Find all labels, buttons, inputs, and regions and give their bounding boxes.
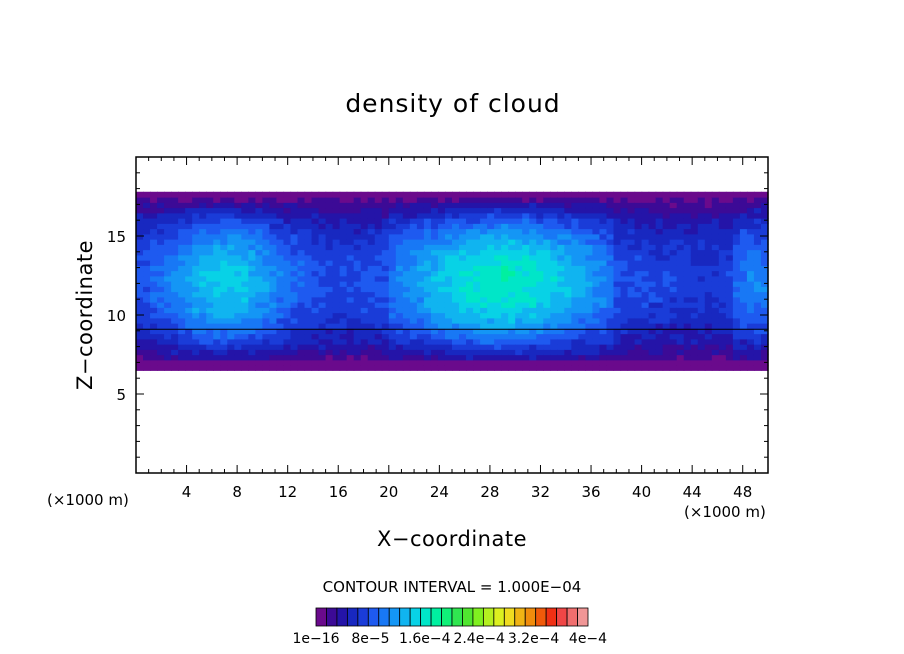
colorbar-swatch (378, 607, 390, 627)
colorbar-swatch (482, 607, 495, 627)
y-tick-label: 5 (116, 386, 126, 404)
colorbar-swatch (399, 607, 411, 627)
colorbar-tick-label: 4e−4 (569, 631, 607, 647)
colorbar-swatch (441, 607, 453, 627)
colorbar-swatch (472, 607, 484, 627)
x-tick-label: 4 (182, 483, 192, 501)
colorbar-swatch (503, 607, 516, 627)
colorbar-swatch (357, 607, 369, 627)
x-tick-label: 36 (581, 483, 600, 501)
colorbar-swatch (409, 607, 422, 627)
colorbar-swatch (535, 607, 547, 627)
x-tick-label: 16 (329, 483, 348, 501)
x-tick-label: 40 (632, 483, 651, 501)
colorbar-swatch (451, 607, 463, 627)
colorbar-swatch (336, 607, 348, 627)
colorbar-swatch (514, 607, 526, 627)
x-tick-label: 28 (480, 483, 499, 501)
y-tick-label: 15 (107, 228, 126, 246)
x-tick-label: 32 (531, 483, 550, 501)
plot-area (136, 191, 769, 371)
colorbar-swatch (524, 607, 537, 627)
x-tick-label: 24 (430, 483, 449, 501)
colorbar-swatch (420, 607, 432, 627)
colorbar-swatch (326, 607, 338, 627)
y-axis-label: Z−coordinate (73, 240, 97, 390)
colorbar-swatch (462, 607, 474, 627)
x-axis: 4 8 12 16 20 24 28 32 36 40 44 48 (148, 157, 756, 501)
y-axis-unit: (×1000 m) (47, 491, 129, 509)
x-tick-label: 48 (733, 483, 752, 501)
colorbar-swatch (566, 607, 578, 627)
colorbar-tick-label: 8e−5 (351, 631, 389, 647)
colorbar-tick-label: 2.4e−4 (453, 631, 505, 647)
x-tick-label: 8 (232, 483, 242, 501)
colorbar-swatch (430, 607, 442, 627)
colorbar-swatch (367, 607, 380, 627)
colorbar-tick-label: 3.2e−4 (508, 631, 560, 647)
x-tick-label: 12 (278, 483, 297, 501)
y-tick-label: 10 (107, 307, 126, 325)
y-axis: 5 10 15 (107, 172, 768, 458)
colorbar-swatch (545, 607, 558, 627)
x-tick-label: 44 (683, 483, 702, 501)
contour-interval-label: CONTOUR INTERVAL = 1.000E−04 (323, 578, 582, 596)
colorbar-tick-label: 1e−16 (292, 631, 339, 647)
x-tick-label: 20 (379, 483, 398, 501)
colorbar-tick-label: 1.6e−4 (399, 631, 451, 647)
colorbar-swatch (315, 607, 327, 627)
colorbar-swatch (493, 607, 505, 627)
colorbar-swatch (577, 607, 589, 627)
colorbar-swatch (556, 607, 568, 627)
chart-title: density of cloud (345, 89, 560, 118)
colorbar-swatch (388, 607, 401, 627)
x-axis-unit: (×1000 m) (684, 503, 766, 521)
x-axis-label: X−coordinate (377, 527, 527, 551)
density-field (136, 191, 769, 371)
colorbar (315, 607, 589, 627)
colorbar-labels: 1e−16 8e−5 1.6e−4 2.4e−4 3.2e−4 4e−4 (292, 631, 607, 647)
colorbar-swatch (346, 607, 359, 627)
